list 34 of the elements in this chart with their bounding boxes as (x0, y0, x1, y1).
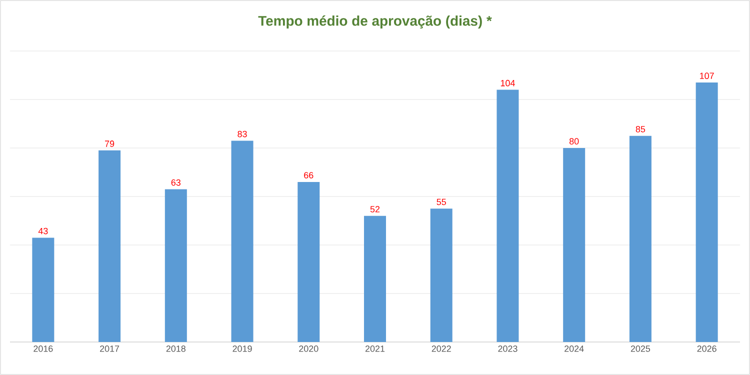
bar (364, 216, 386, 342)
x-tick-label: 2024 (564, 346, 584, 352)
x-tick-label: 2021 (365, 346, 385, 352)
data-label: 63 (171, 179, 181, 186)
data-label: 66 (304, 172, 314, 178)
data-label: 104 (500, 80, 515, 86)
x-tick-label: 2026 (697, 346, 716, 352)
bar (496, 90, 519, 342)
x-tick-label: 2018 (166, 346, 186, 352)
bar (164, 189, 187, 342)
bar (32, 238, 54, 342)
bar (629, 136, 652, 342)
bar (298, 182, 320, 342)
data-label: 83 (238, 130, 247, 138)
data-label: 85 (636, 126, 646, 132)
bar (430, 208, 452, 342)
x-tick-label: 2025 (630, 346, 650, 352)
data-label: 80 (570, 138, 579, 144)
bar (563, 148, 586, 342)
data-label: 52 (370, 206, 380, 212)
x-tick-label: 2022 (432, 346, 451, 352)
bar (696, 82, 718, 342)
data-label: 79 (105, 140, 114, 147)
x-tick-label: 2023 (498, 346, 518, 352)
bar (98, 150, 121, 342)
data-label: 55 (436, 198, 446, 206)
data-label: 43 (38, 228, 48, 234)
x-tick-label: 2019 (232, 346, 252, 352)
bar (231, 140, 254, 342)
x-tick-label: 2020 (299, 346, 318, 352)
x-tick-label: 2016 (34, 346, 53, 352)
data-label: 107 (700, 72, 714, 80)
chart-title: Tempo médio de aprovação (dias) * (258, 15, 492, 29)
x-tick-label: 2017 (100, 346, 120, 352)
